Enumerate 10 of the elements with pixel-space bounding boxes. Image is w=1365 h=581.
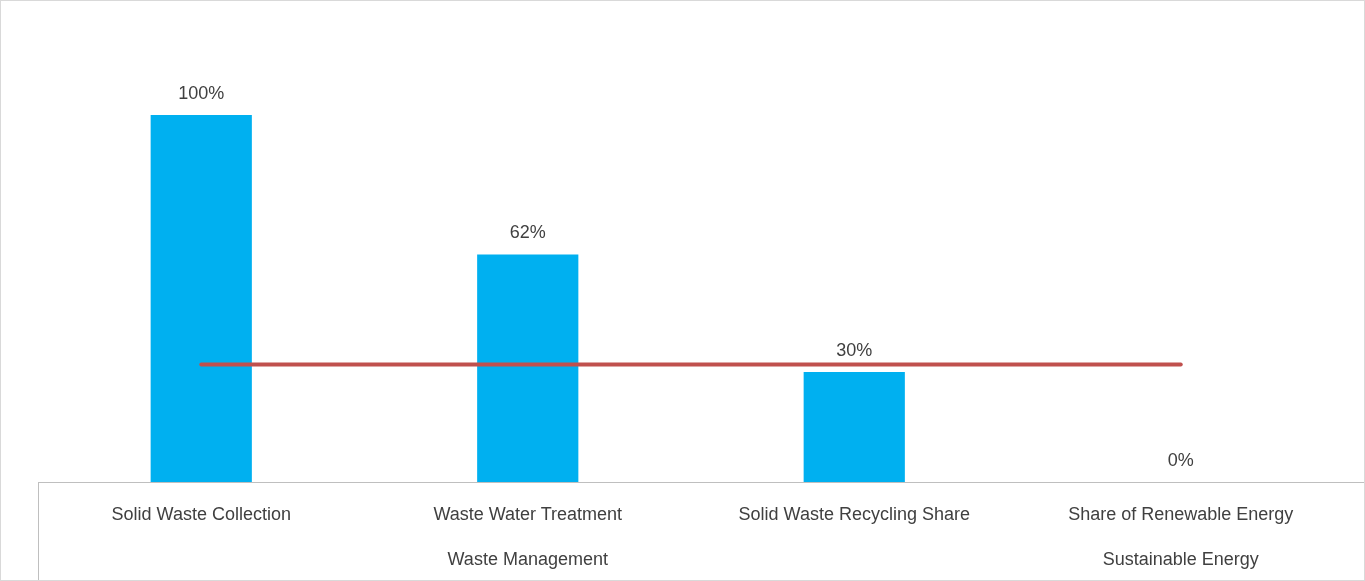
x-tick-label: Waste Water Treatment <box>433 503 623 524</box>
data-label: 100% <box>178 82 225 103</box>
data-label: 62% <box>509 222 546 243</box>
x-tick-label: Share of Renewable Energy <box>1068 503 1294 524</box>
x-tick-label: Solid Waste Recycling Share <box>738 503 970 524</box>
x-tick-label: Solid Waste Collection <box>111 503 291 524</box>
text: Sustainable Energy <box>1102 548 1259 569</box>
data-label: 30% <box>836 339 873 360</box>
data-label: 0% <box>1167 449 1194 470</box>
text: Waste Management <box>447 548 608 569</box>
